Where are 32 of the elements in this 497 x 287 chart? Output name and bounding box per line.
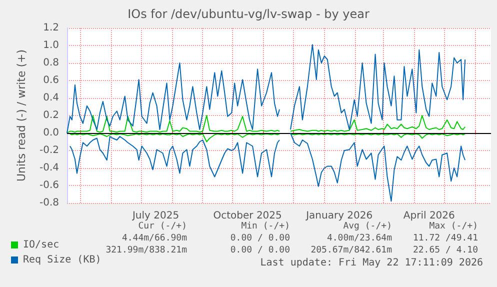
text: 0.00 / 0.00 [230,234,290,244]
x-tick-label: January 2026 [305,210,373,222]
x-tick-label: July 2025 [131,210,180,222]
text: Max (-/+) [429,222,478,232]
y-tick-label: -0.6 [39,180,59,191]
legend-label: Req Size (KB) [23,254,102,266]
y-tick-label: -0.2 [39,145,59,156]
x-tick-label: April 2026 [403,210,455,222]
y-tick-label: -0.8 [39,198,59,208]
text: 22.65 / 4.10 [412,246,478,256]
y-tick-label: 0.6 [43,75,59,86]
text: Cur (-/+) [138,222,187,232]
y-tick-label: 0.4 [43,92,59,104]
text: 321.99m/838.21m [106,246,187,256]
text: 0.00 / 0.00 [230,246,290,256]
text: 205.67m/842.61m [310,246,392,256]
y-axis-title: Units read (-) / write (+) [15,49,28,182]
legend-label: IO/sec [23,240,60,250]
y-tick-label: 0.0 [43,128,59,138]
text: Avg (-/+) [343,222,392,232]
text: 11.72 /49.41 [412,234,478,244]
chart-title: IOs for /dev/ubuntu-vg/lv-swap - by year [128,7,370,21]
y-tick-label: 0.2 [43,110,59,121]
y-tick-label: 1.0 [43,40,59,51]
y-tick-label: 0.8 [43,58,59,68]
text: Min (-/+) [241,222,290,232]
y-tick-label: 1.2 [43,22,59,34]
y-tick-label: -0.4 [39,162,59,174]
text: 4.00m/23.64m [326,234,392,244]
text: 4.44m/66.90m [122,234,187,244]
x-tick-label: October 2025 [213,210,282,222]
text: Last update: Fri May 22 17:11:09 2026 [260,258,484,268]
